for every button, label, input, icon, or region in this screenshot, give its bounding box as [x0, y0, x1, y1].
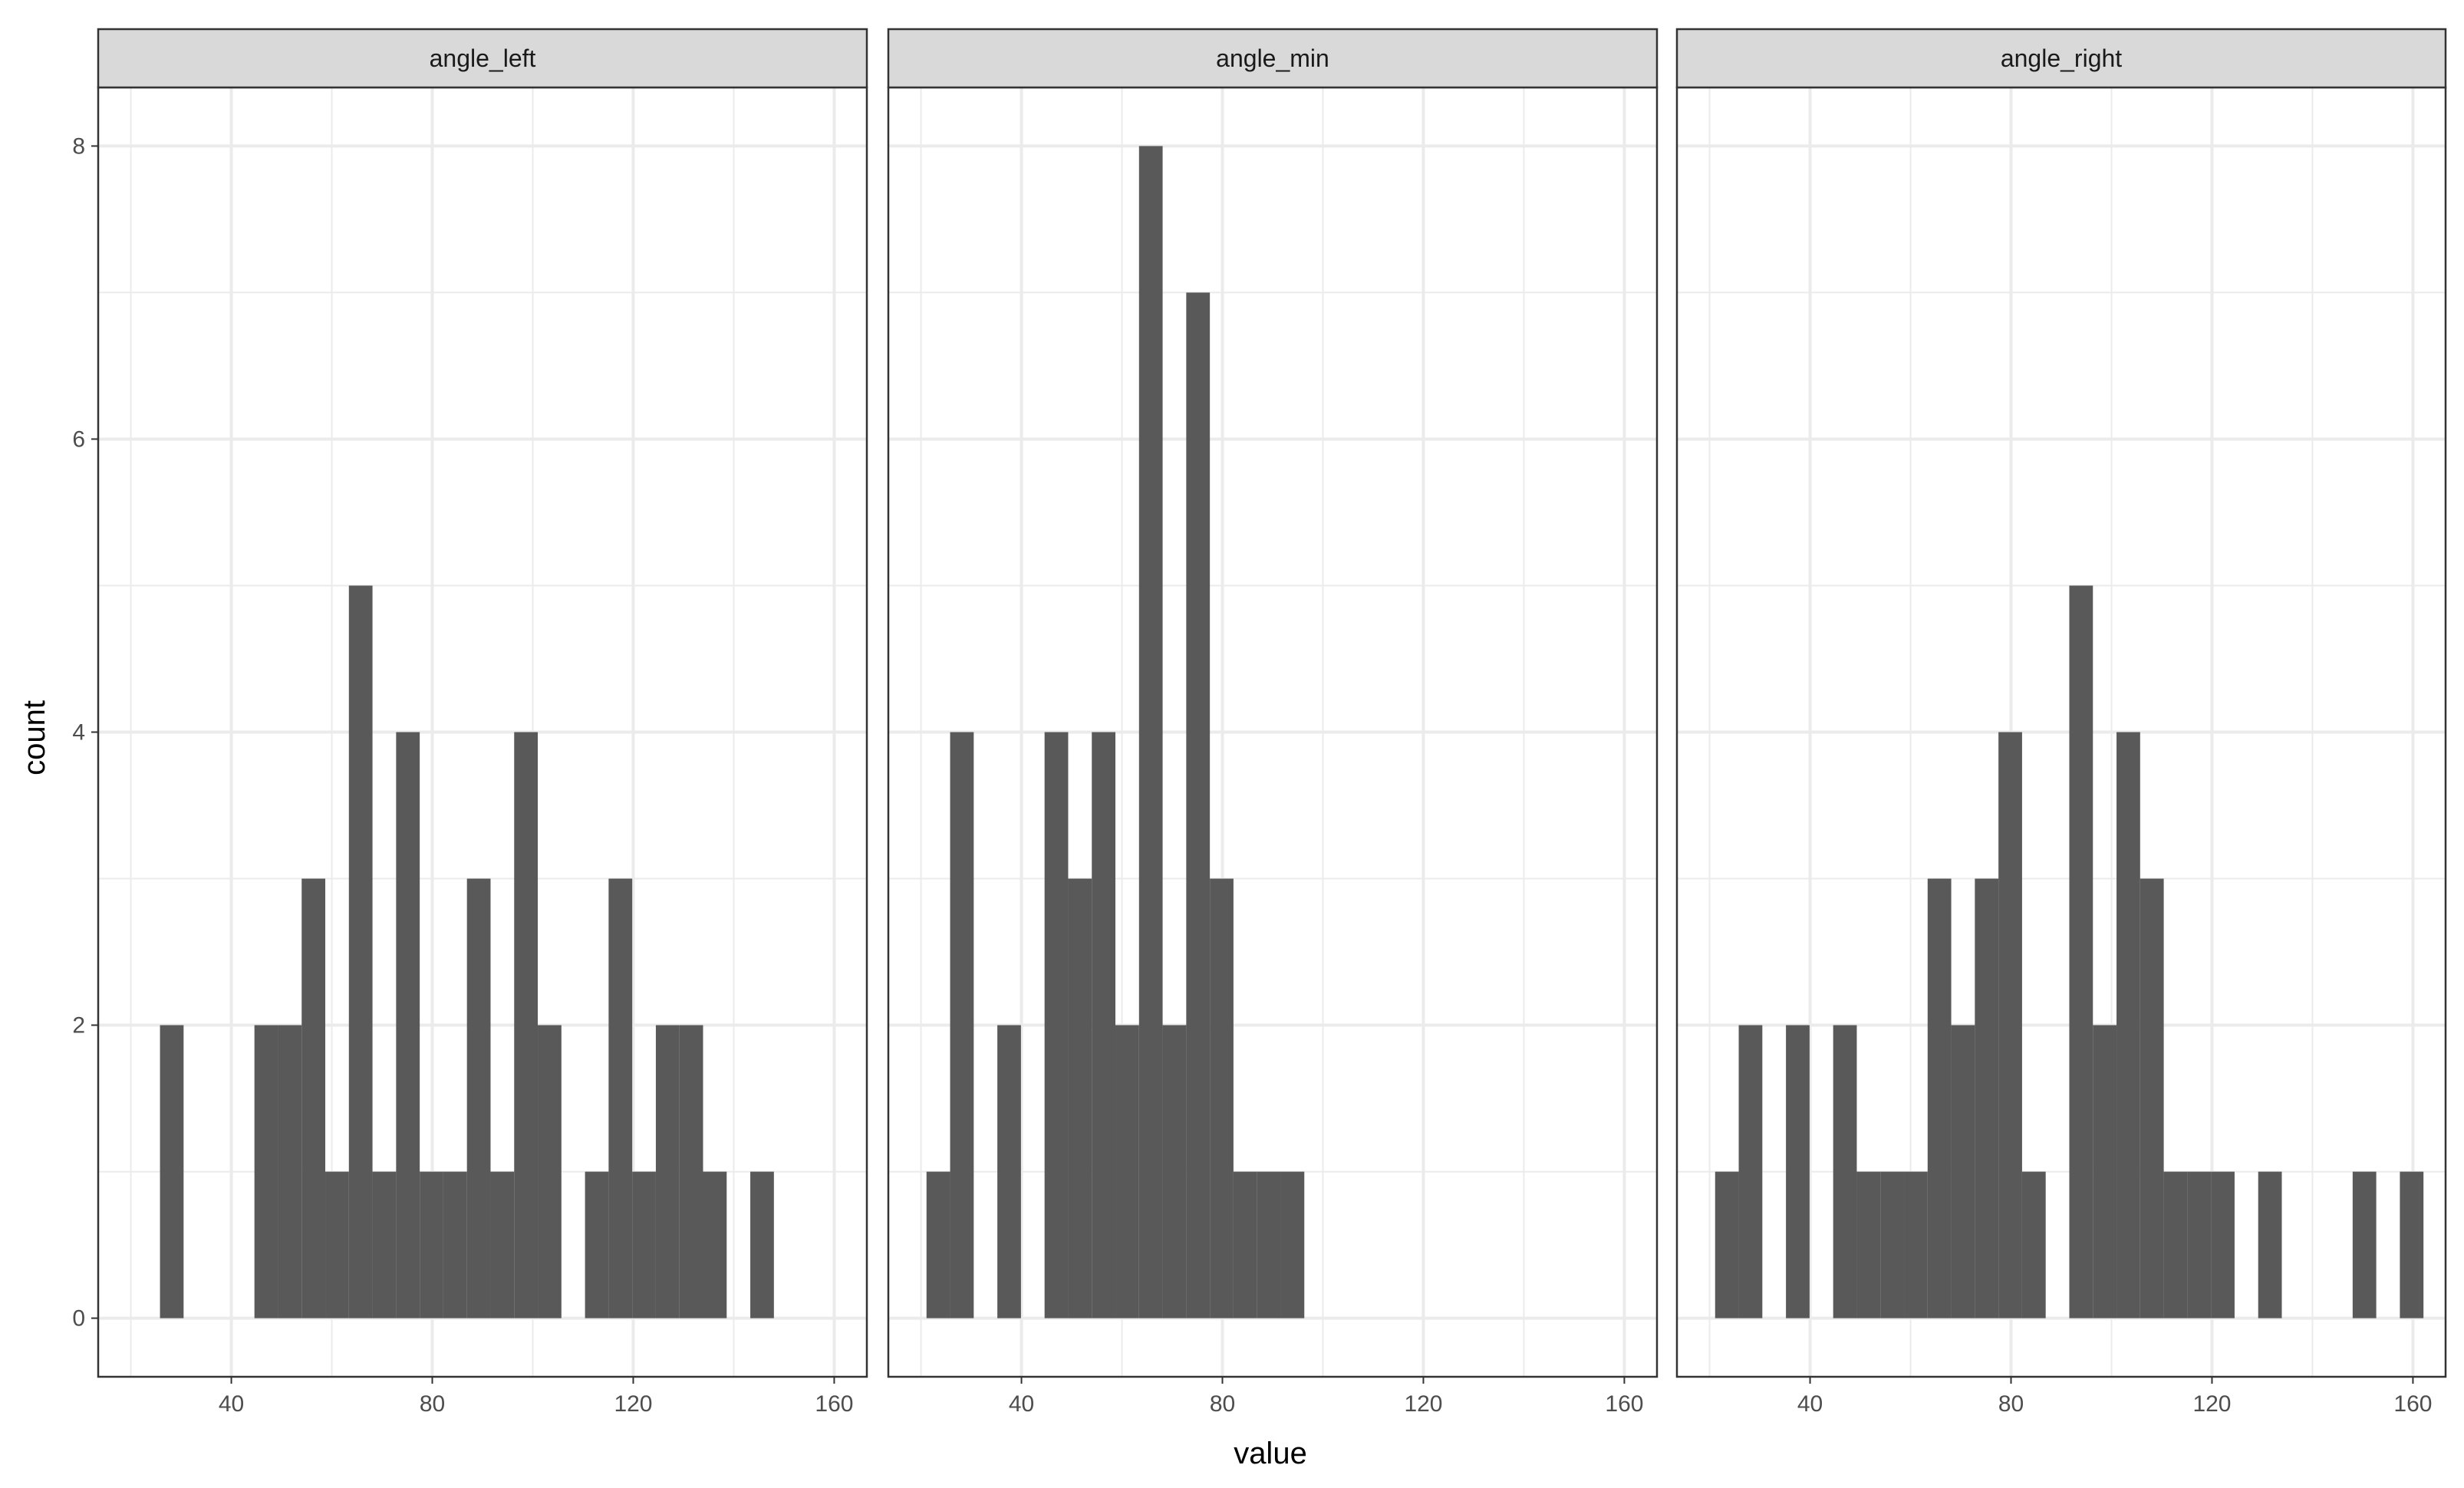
histogram-bar [2352, 1171, 2377, 1318]
x-tick-label: 160 [2393, 1391, 2432, 1417]
histogram-bar [1092, 732, 1116, 1318]
histogram-bar [679, 1025, 703, 1318]
histogram-bar [1233, 1171, 1257, 1318]
histogram-bar [2093, 1025, 2117, 1318]
histogram-bar [655, 1025, 680, 1318]
histogram-bar [372, 1171, 397, 1318]
x-tick-label: 40 [219, 1391, 244, 1417]
histogram-bar [926, 1171, 950, 1318]
y-tick-label: 0 [72, 1306, 85, 1332]
histogram-bar [585, 1171, 609, 1318]
y-tick-label: 2 [72, 1013, 85, 1039]
histogram-bar [420, 1171, 443, 1318]
histogram-bar [514, 732, 539, 1318]
histogram-bar [1138, 146, 1163, 1318]
y-axis: 0 2 4 6 8 [72, 133, 98, 1332]
histogram-bar [1833, 1025, 1857, 1318]
histogram-bar [325, 1171, 349, 1318]
histogram-bar [2400, 1171, 2424, 1318]
histogram-bar [1280, 1171, 1305, 1318]
x-tick-label: 120 [614, 1391, 652, 1417]
histogram-bar [1951, 1025, 1975, 1318]
histogram-bar [254, 1025, 278, 1318]
histogram-bar [997, 1025, 1021, 1318]
x-tick-label: 80 [1998, 1391, 2024, 1417]
histogram-bar [632, 1171, 656, 1318]
histogram-bar [2140, 878, 2164, 1318]
y-axis-title: count [18, 700, 51, 775]
y-tick-label: 4 [72, 720, 85, 746]
x-tick-label: 120 [2192, 1391, 2231, 1417]
x-tick-label: 40 [1797, 1391, 1823, 1417]
histogram-bar [1786, 1025, 1810, 1318]
histogram-bar [2211, 1171, 2235, 1318]
histogram-bar [2021, 1171, 2046, 1318]
histogram-bar [1257, 1171, 1281, 1318]
histogram-bar [1975, 878, 1999, 1318]
facet-strip [97, 28, 868, 89]
facet-strip-label: angle_right [2001, 44, 2122, 72]
histogram-bar [1998, 732, 2022, 1318]
facet-panel-angle-left: angle_left 40 80 120 160 [97, 28, 868, 1417]
y-tick-label: 6 [72, 426, 85, 452]
histogram-bar [466, 878, 491, 1318]
facet-panel-angle-min: angle_min 40 80 120 160 [887, 28, 1659, 1417]
histogram-bar [1738, 1025, 1763, 1318]
histogram-bar [2187, 1171, 2212, 1318]
histogram-bar [608, 878, 633, 1318]
histogram-bar [950, 732, 974, 1318]
facet-strip-label: angle_left [430, 44, 536, 72]
x-tick-label: 40 [1009, 1391, 1034, 1417]
x-tick-label: 80 [420, 1391, 445, 1417]
x-axis-title: value [1234, 1437, 1307, 1470]
facet-strip-label: angle_min [1216, 44, 1329, 72]
histogram-bar [301, 878, 326, 1318]
histogram-bar [1210, 878, 1234, 1318]
histogram-bar [2116, 732, 2140, 1318]
histogram-bar [1880, 1171, 1905, 1318]
histogram-bar [1068, 878, 1092, 1318]
histogram-bar [443, 1171, 467, 1318]
histogram-bar [160, 1025, 184, 1318]
histogram-bar [2069, 585, 2093, 1318]
histogram-bar [2258, 1171, 2282, 1318]
histogram-bar [1927, 878, 1952, 1318]
histogram-bar [1115, 1025, 1139, 1318]
histogram-bar [396, 732, 420, 1318]
x-tick-label: 160 [815, 1391, 853, 1417]
histogram-bar [348, 585, 373, 1318]
x-tick-label: 80 [1210, 1391, 1235, 1417]
histogram-bar [1715, 1171, 1739, 1318]
histogram-bar [490, 1171, 515, 1318]
histogram-bar [703, 1171, 727, 1318]
x-tick-label: 120 [1404, 1391, 1442, 1417]
x-tick-label: 160 [1605, 1391, 1643, 1417]
histogram-bar [1856, 1171, 1881, 1318]
facet-panel-angle-right: angle_right 40 80 120 160 [1675, 28, 2447, 1417]
histogram-bar [750, 1171, 774, 1318]
histogram-bar [1162, 1025, 1187, 1318]
histogram-bar [278, 1025, 302, 1318]
histogram-bar [2163, 1171, 2188, 1318]
facet-strip [887, 28, 1659, 89]
y-tick-label: 8 [72, 133, 85, 159]
facet-strip [1675, 28, 2447, 89]
histogram-bar [1044, 732, 1069, 1318]
histogram-bar [1186, 292, 1211, 1318]
histogram-bar [538, 1025, 562, 1318]
histogram-bar [1904, 1171, 1928, 1318]
